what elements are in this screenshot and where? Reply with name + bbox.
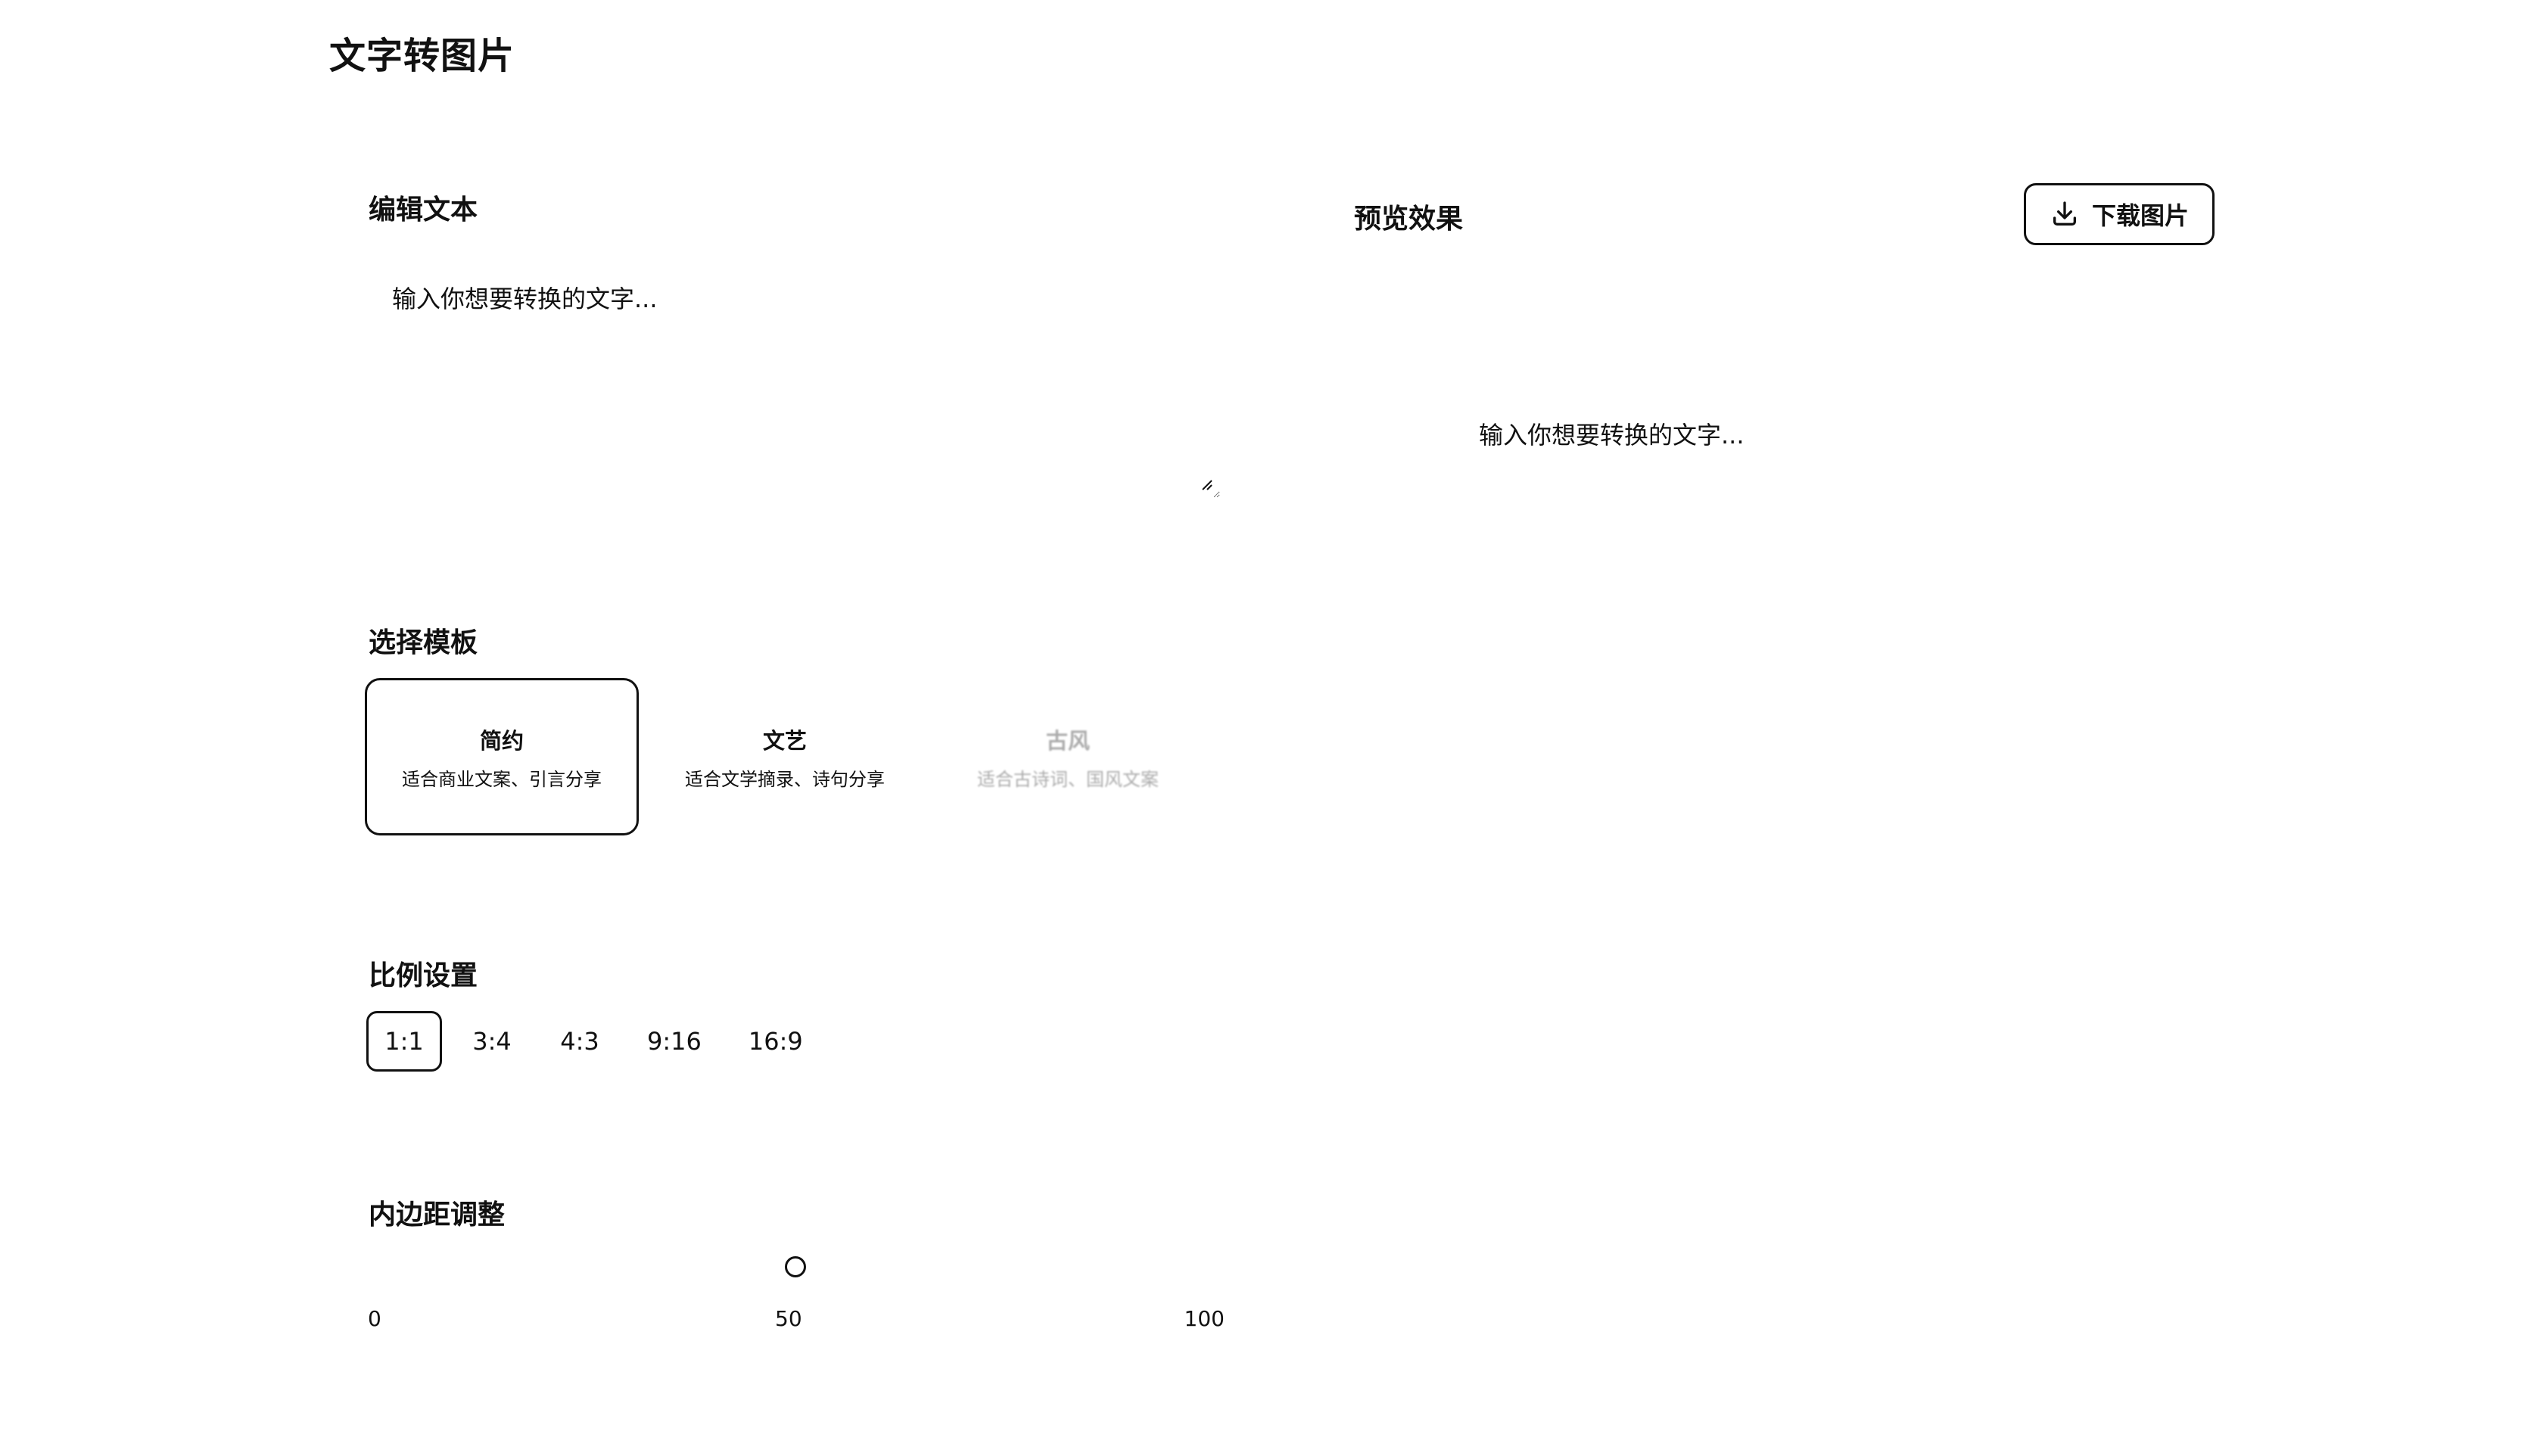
app-title: 文字转图片	[329, 35, 515, 77]
slider-max-label: 100	[1184, 1306, 1225, 1331]
template-desc: 适合古诗词、国风文案	[977, 768, 1159, 790]
template-name: 古风	[1045, 727, 1090, 754]
template-card-literary[interactable]: 文艺 适合文学摘录、诗句分享	[648, 678, 922, 835]
template-card-classic[interactable]: 古风 适合古诗词、国风文案	[931, 678, 1205, 835]
text-editor	[366, 257, 1220, 498]
template-desc: 适合文学摘录、诗句分享	[685, 768, 885, 790]
ratio-option-9-16[interactable]: 9:16	[647, 1027, 702, 1056]
download-button[interactable]: 下载图片	[2024, 183, 2215, 245]
preview-text: 输入你想要转换的文字...	[1479, 421, 1745, 450]
download-icon	[2053, 201, 2076, 226]
ratio-section-title: 比例设置	[369, 960, 478, 991]
ratio-option-4-3[interactable]: 4:3	[560, 1027, 599, 1056]
padding-slider-thumb[interactable]	[785, 1256, 806, 1277]
ratio-option-1-1[interactable]: 1:1	[366, 1011, 442, 1072]
preview-section-title: 预览效果	[1354, 204, 1464, 235]
slider-mid-label: 50	[775, 1306, 802, 1331]
ratio-options: 1:1 3:4 4:3 9:16 16:9	[366, 1011, 820, 1072]
padding-slider[interactable]	[366, 1256, 1225, 1302]
slider-min-label: 0	[368, 1306, 381, 1331]
template-name: 简约	[479, 727, 524, 754]
editor-section-title: 编辑文本	[369, 194, 478, 226]
resize-handle-icon[interactable]	[1200, 478, 1212, 490]
ratio-option-16-9[interactable]: 16:9	[748, 1027, 803, 1056]
template-section-title: 选择模板	[369, 627, 478, 658]
download-button-label: 下载图片	[2091, 201, 2189, 230]
template-list: 简约 适合商业文案、引言分享 文艺 适合文学摘录、诗句分享 古风 适合古诗词、国…	[365, 678, 1205, 835]
padding-section-title: 内边距调整	[369, 1199, 506, 1230]
template-name: 文艺	[762, 727, 807, 754]
ratio-option-3-4[interactable]: 3:4	[472, 1027, 512, 1056]
template-desc: 适合商业文案、引言分享	[402, 768, 602, 790]
template-card-simple[interactable]: 简约 适合商业文案、引言分享	[365, 678, 639, 835]
text-input[interactable]	[366, 257, 1220, 498]
